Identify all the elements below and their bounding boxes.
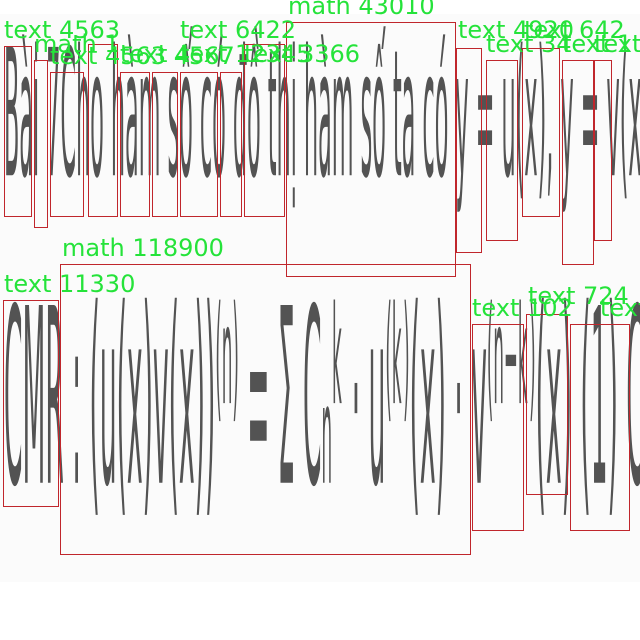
detection-box (4, 46, 32, 217)
detection-label: math 118900 (62, 234, 224, 262)
detection-box (3, 300, 59, 507)
detection-label: text 4563 (4, 16, 121, 44)
detection-label: text 6 (594, 30, 640, 58)
detection-box (570, 324, 630, 531)
detection-label: text 1 (562, 30, 633, 58)
detection-box (60, 264, 471, 555)
detection-label: text 4920 (458, 16, 575, 44)
detection-box (152, 72, 178, 217)
detection-label: text 4 (120, 40, 191, 68)
detection-label: text 6422 (180, 16, 297, 44)
detection-box (522, 48, 560, 217)
detection-label: text 3366 (244, 40, 361, 68)
detection-label: text 34 (486, 30, 572, 58)
detection-box (220, 72, 242, 217)
scan-strip-bottom (0, 262, 640, 582)
detection-box (50, 72, 84, 217)
detection-label: text 12345 (180, 40, 312, 68)
detection-box (486, 60, 518, 241)
detection-box (88, 44, 118, 217)
scan-text-line-2: CMR : (u(x)v(x))⁽ⁿ⁾ = Σ Cₙᵏ · u⁽ᵏ⁾(x) · … (4, 254, 640, 542)
detection-box (120, 72, 150, 217)
detection-box (34, 60, 48, 228)
scan-strip-top (0, 14, 640, 278)
detection-box (456, 48, 482, 253)
scan-text-line-1: Bài 7Cho hàm số có đồ thị hàm số ta có y… (4, 16, 640, 220)
detection-box (526, 314, 568, 495)
detection-box (286, 22, 456, 277)
detection-label: text 102 (472, 294, 573, 322)
detection-box (244, 44, 285, 217)
detection-label: text 11330 (4, 270, 136, 298)
detection-box (472, 324, 524, 531)
detection-label: math 1 (34, 30, 120, 58)
detection-box (594, 60, 612, 241)
detection-label: text 724 (528, 282, 629, 310)
detection-label: text 642 (524, 16, 625, 44)
detection-label: text 2 (600, 294, 640, 322)
detection-box (180, 72, 218, 217)
detection-label: text 4563 4567 (50, 42, 235, 70)
detection-box (562, 60, 594, 265)
detection-label: math 43010 (288, 0, 435, 20)
